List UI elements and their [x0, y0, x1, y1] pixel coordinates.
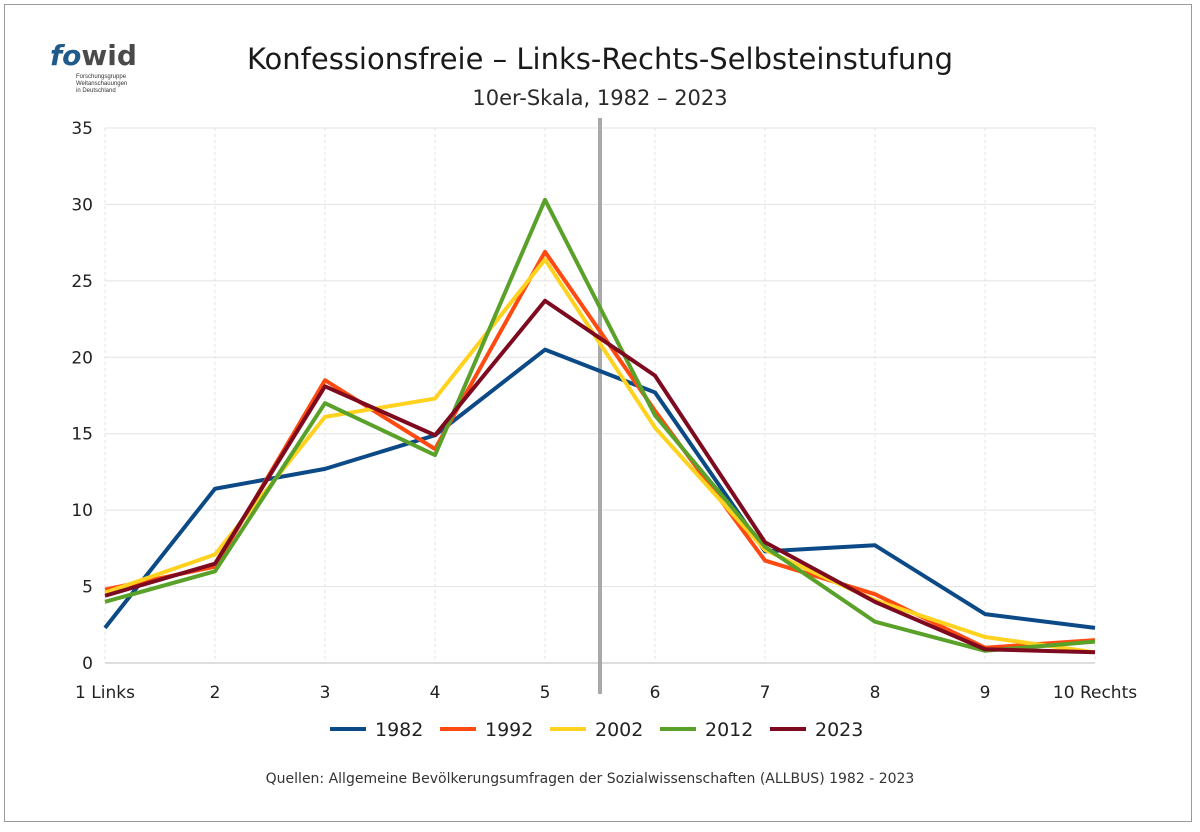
x-tick-label: 10 Rechts: [1053, 683, 1137, 703]
y-tick-label: 10: [71, 501, 93, 521]
logo-line-1: Forschungsgruppe: [76, 74, 127, 80]
y-tick-label: 0: [82, 654, 93, 674]
legend-label-2023: 2023: [815, 719, 863, 741]
logo-line-2: Weltanschauungen: [76, 81, 128, 87]
logo-mark-b: wid: [81, 39, 137, 72]
y-tick-label: 20: [71, 348, 93, 368]
y-tick-label: 15: [71, 425, 93, 445]
x-tick-label: 7: [760, 683, 771, 703]
y-tick-label: 30: [71, 195, 93, 215]
x-tick-label: 1 Links: [75, 683, 135, 703]
series-line-2012: [104, 197, 1096, 653]
chart-frame: [4, 4, 1192, 822]
fowid-logo: fowid Forschungsgruppe Weltanschauungen …: [50, 42, 160, 102]
source-note: Quellen: Allgemeine Bevölkerungsumfragen…: [265, 771, 915, 787]
chart-subtitle: 10er-Skala, 1982 – 2023: [472, 86, 728, 110]
legend-label-2002: 2002: [595, 719, 643, 741]
x-tick-label: 9: [980, 683, 991, 703]
x-tick-label: 2: [210, 683, 221, 703]
x-tick-label: 3: [320, 683, 331, 703]
x-tick-label: 6: [650, 683, 661, 703]
chart-title: Konfessionsfreie – Links-Rechts-Selbstei…: [246, 42, 954, 76]
logo-mark-a: fo: [50, 39, 82, 72]
x-tick-label: 8: [870, 683, 881, 703]
x-tick-label: 4: [430, 683, 441, 703]
logo-mark: fowid: [50, 42, 160, 70]
legend-label-1982: 1982: [375, 719, 423, 741]
logo-subtext: Forschungsgruppe Weltanschauungen in Deu…: [76, 74, 127, 95]
y-tick-label: 25: [71, 272, 93, 292]
legend-label-2012: 2012: [705, 719, 753, 741]
y-tick-label: 5: [82, 578, 93, 598]
series-line-1982: [103, 347, 1096, 630]
series-line-2023: [104, 298, 1096, 655]
logo-line-3: in Deutschland: [76, 88, 116, 94]
y-tick-label: 35: [71, 119, 93, 139]
legend-label-1992: 1992: [485, 719, 533, 741]
x-tick-label: 5: [540, 683, 551, 703]
